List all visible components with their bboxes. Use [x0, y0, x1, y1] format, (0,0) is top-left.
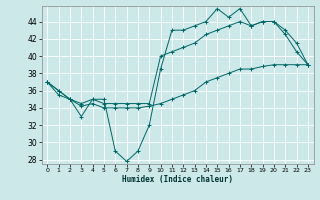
- X-axis label: Humidex (Indice chaleur): Humidex (Indice chaleur): [122, 175, 233, 184]
